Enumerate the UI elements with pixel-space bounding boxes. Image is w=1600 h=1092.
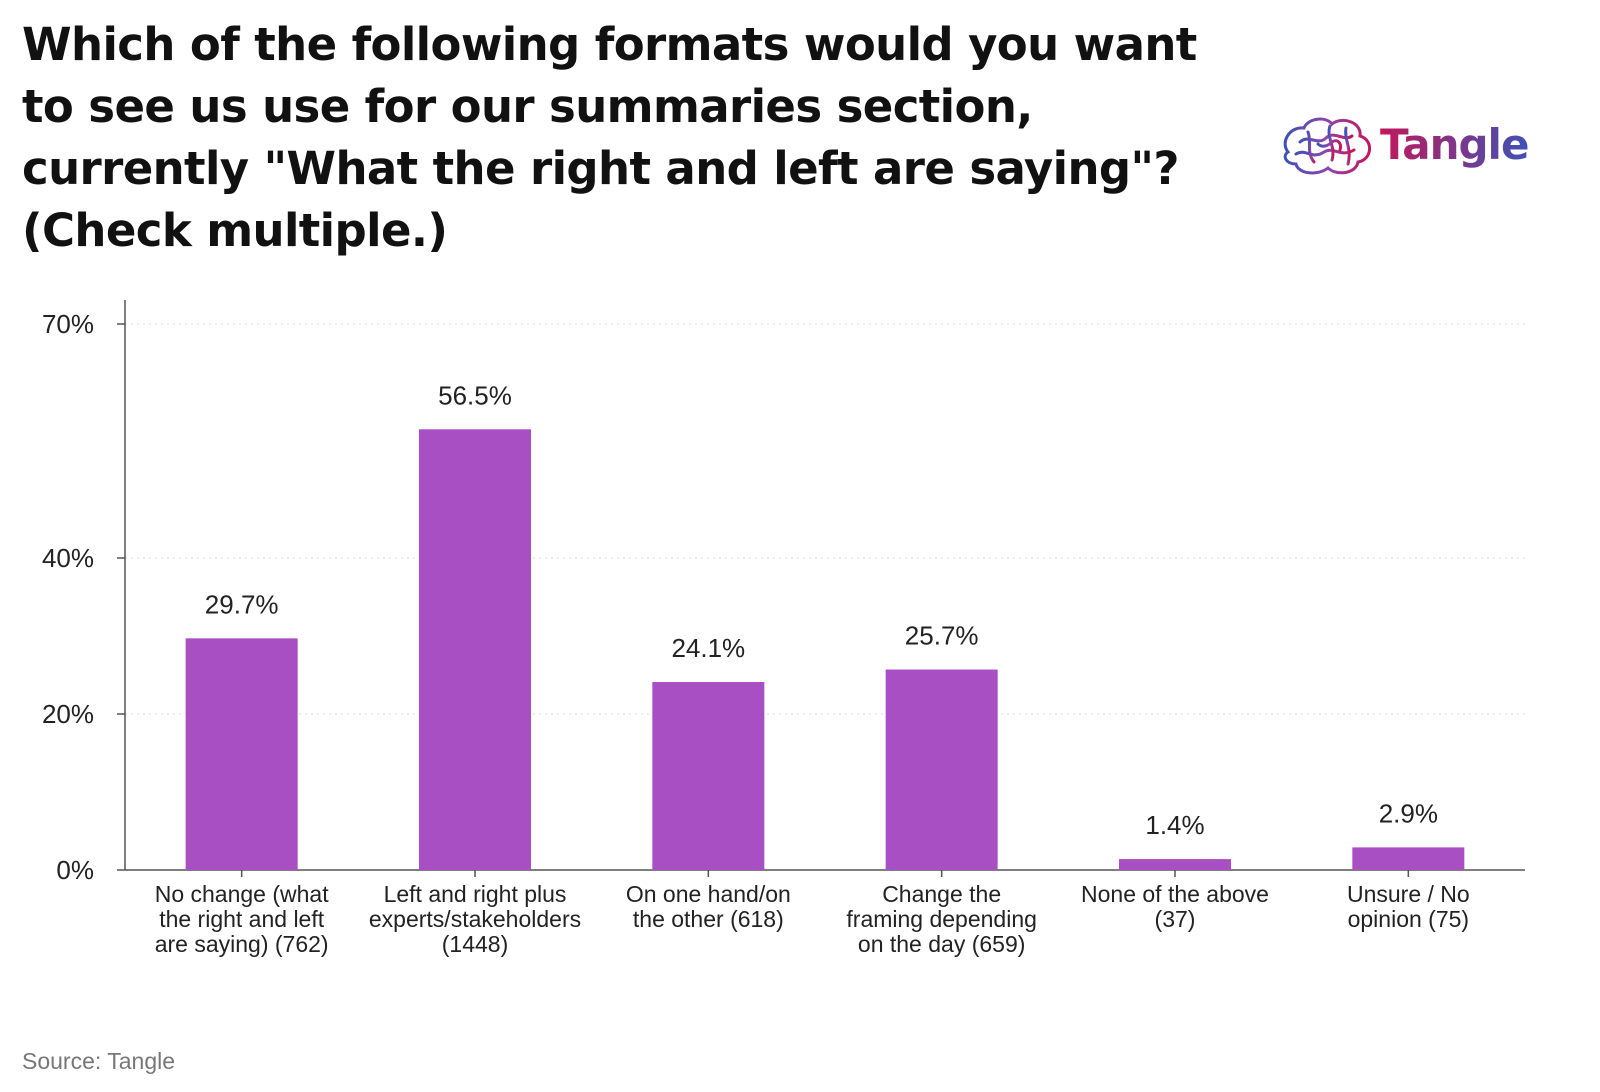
bar-chart: 29.7% 56.5% 24.1% 25.7% 1.4% 2.9% 0% 20% 40% 70%… xyxy=(42,300,1525,957)
category-label: Left and right plus experts/stakeholders(… xyxy=(369,881,581,957)
category-label: No change (what the right and left are say… xyxy=(155,881,329,957)
category-label-line: the right and left xyxy=(159,906,325,932)
source-note: Source: Tangle xyxy=(22,1048,176,1074)
category-label-line: on the day (659) xyxy=(858,931,1026,957)
value-label: 56.5% xyxy=(438,380,512,410)
category-label-line: None of the above xyxy=(1081,881,1269,907)
bar xyxy=(1119,859,1231,870)
bar xyxy=(885,669,998,870)
tangle-logo: Tangle xyxy=(1278,112,1548,182)
value-label: 25.7% xyxy=(905,621,979,651)
bar xyxy=(185,638,298,870)
bar xyxy=(419,429,531,870)
category-label-line: No change (what xyxy=(155,881,329,907)
category-label-line: Unsure / No xyxy=(1347,881,1470,907)
value-labels: 29.7% 56.5% 24.1% 25.7% 1.4% 2.9% xyxy=(205,380,1438,840)
value-label: 1.4% xyxy=(1145,810,1204,840)
category-label-line: (37) xyxy=(1155,906,1196,932)
value-label: 24.1% xyxy=(671,633,745,663)
category-label-line: (1448) xyxy=(442,931,508,957)
y-tick-label: 40% xyxy=(42,543,94,573)
value-label: 2.9% xyxy=(1379,798,1438,828)
category-label-line: framing depending xyxy=(846,906,1037,932)
y-tick-label: 0% xyxy=(56,855,94,885)
bar xyxy=(652,682,765,870)
bar xyxy=(1352,847,1465,870)
gridlines xyxy=(125,323,1525,715)
category-label-line: opinion (75) xyxy=(1348,906,1469,932)
category-labels: No change (what the right and left are say… xyxy=(155,881,1470,957)
y-tick-label: 20% xyxy=(42,699,94,729)
category-label-line: Left and right plus xyxy=(384,881,567,907)
tangle-brain-icon xyxy=(1283,117,1371,175)
category-label-line: experts/stakeholders xyxy=(369,906,581,932)
logo-text: Tangle xyxy=(1380,120,1529,169)
category-label-line: Change the xyxy=(882,881,1001,907)
value-label: 29.7% xyxy=(205,589,279,619)
chart-title: Which of the following formats would you… xyxy=(22,18,1197,257)
category-label: On one hand/on the other (618) xyxy=(626,881,791,932)
y-tick-label: 70% xyxy=(42,309,94,339)
category-label-line: the other (618) xyxy=(633,906,784,932)
y-tick-labels: 0% 20% 40% 70% xyxy=(42,309,94,885)
axes xyxy=(117,300,1525,877)
category-label-line: On one hand/on xyxy=(626,881,791,907)
category-label-line: are saying) (762) xyxy=(155,931,329,957)
category-label: Unsure / No opinion (75) xyxy=(1347,881,1470,932)
bars xyxy=(185,429,1465,870)
category-label: Change the framing depending on the day (6… xyxy=(846,881,1037,957)
category-label: None of the above (37) xyxy=(1081,881,1269,932)
